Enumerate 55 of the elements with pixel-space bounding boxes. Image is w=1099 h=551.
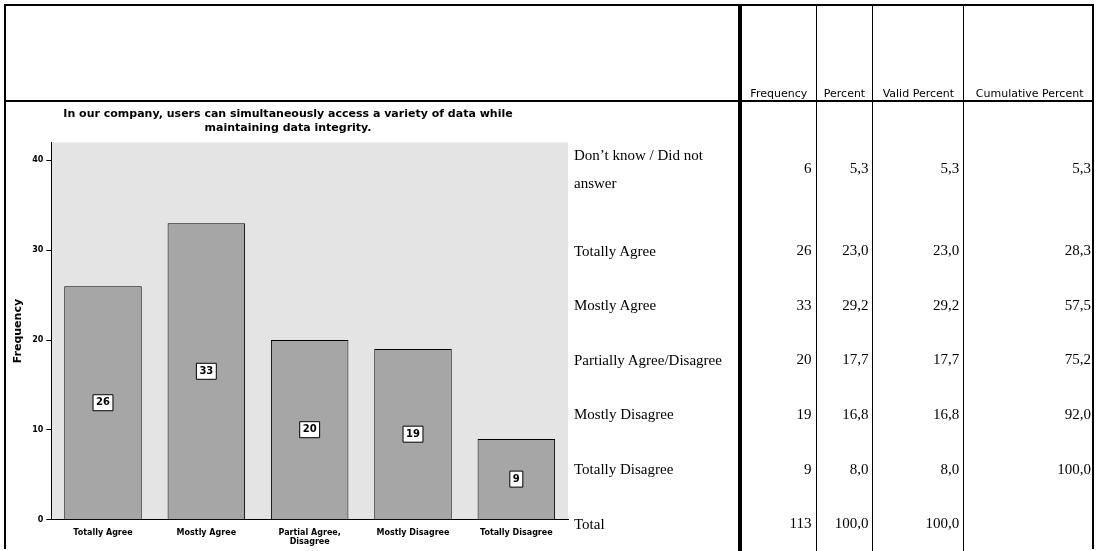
category-label: Cumulative Percent xyxy=(963,4,1095,114)
text: 29,2 xyxy=(842,296,869,313)
x-tick-label: Mostly Agree xyxy=(176,527,237,537)
x-tick-label: Partial Agree, Disagree xyxy=(278,527,341,547)
text: 17,7 xyxy=(933,351,960,368)
y-tick-label: 40 xyxy=(32,155,44,165)
chart-title: In our company, users can simultaneously access a variety of data while maintaining data integrity. xyxy=(63,107,513,134)
text: 8,0 xyxy=(940,460,960,477)
data-label: 33 xyxy=(199,364,214,376)
y-tick-label: 30 xyxy=(32,245,44,255)
data-label: 20 xyxy=(302,423,317,435)
text: 23,0 xyxy=(933,242,960,259)
category-label: Total xyxy=(574,515,605,532)
category-label: Mostly Agree xyxy=(574,297,657,314)
text: 33 xyxy=(796,296,812,313)
text: 16,8 xyxy=(842,405,869,422)
category-label: Frequency xyxy=(740,4,817,114)
text: 16,8 xyxy=(933,405,960,422)
data-label: 9 xyxy=(512,472,520,484)
text: 57,5 xyxy=(1064,296,1091,313)
text: 19 xyxy=(796,405,812,422)
category-label: Totally Agree xyxy=(574,242,656,259)
text: 6 xyxy=(804,160,812,177)
text: 26 xyxy=(796,242,812,259)
x-tick-label: Totally Agree xyxy=(73,527,134,537)
text: 20 xyxy=(796,351,812,368)
text: 29,2 xyxy=(933,296,960,313)
text: 100,0 xyxy=(834,515,869,532)
text: 17,7 xyxy=(842,351,869,368)
text: 100,0 xyxy=(1057,460,1091,477)
text: 23,0 xyxy=(842,242,869,259)
y-tick-label: 10 xyxy=(32,425,44,435)
category-label: Partially Agree/Disagree xyxy=(574,351,722,368)
text: 113 xyxy=(789,515,812,532)
y-tick-label: 0 xyxy=(37,514,44,524)
text: 92,0 xyxy=(1064,405,1091,422)
text: 5,3 xyxy=(940,160,960,177)
data-label: 19 xyxy=(406,427,420,439)
text: 5,3 xyxy=(849,160,869,177)
y-tick-label: 20 xyxy=(32,335,44,345)
text: 28,3 xyxy=(1064,242,1091,259)
text: 9 xyxy=(804,460,812,477)
category-label: Percent xyxy=(816,4,873,114)
category-label: Valid Percent xyxy=(872,4,964,114)
data-label: 26 xyxy=(96,396,110,408)
category-label: Don’t know / Did not answer xyxy=(574,146,703,191)
text: 75,2 xyxy=(1064,351,1091,368)
x-tick-label: Totally Disagree xyxy=(480,527,554,537)
text: 8,0 xyxy=(849,460,869,477)
category-label: Totally Disagree xyxy=(574,461,674,478)
x-tick-label: Mostly Disagree xyxy=(376,527,450,537)
category-label: Mostly Disagree xyxy=(574,406,674,423)
text: 100,0 xyxy=(925,515,960,532)
text: 5,3 xyxy=(1072,160,1091,177)
y-axis-title: Frequency xyxy=(11,298,25,364)
